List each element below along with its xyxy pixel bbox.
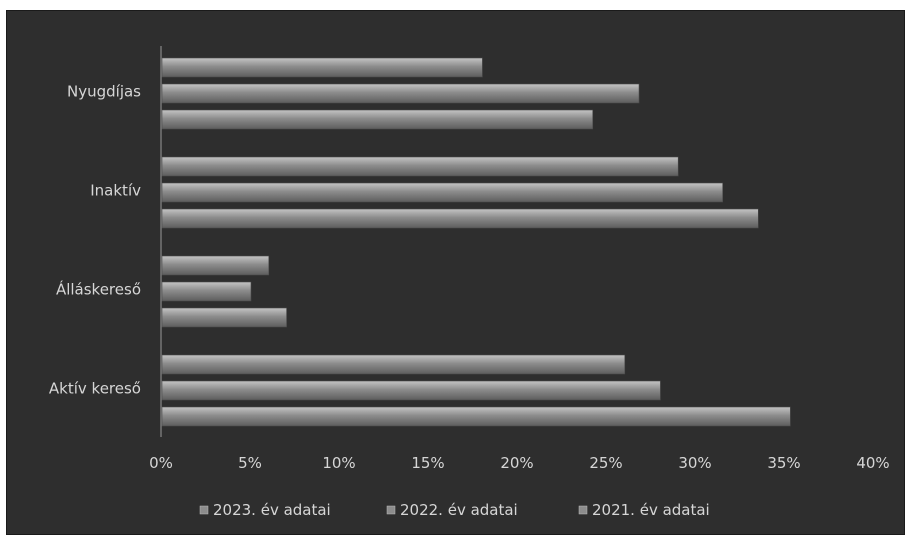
legend-label: 2023. év adatai	[213, 501, 331, 519]
category-labels: Aktív kereső Álláskereső Inaktív Nyugdíjas	[49, 83, 141, 398]
bar-nyugdíjas-series-3	[161, 109, 594, 130]
legend-swatch	[386, 505, 396, 515]
bar-álláskereső-series-1	[161, 255, 270, 276]
legend-swatch	[199, 505, 209, 515]
x-tick-label: 0%	[149, 454, 173, 472]
x-tick-label: 15%	[411, 454, 444, 472]
category-label: Álláskereső	[56, 280, 141, 299]
bar-álláskereső-series-2	[161, 281, 252, 302]
category-label: Nyugdíjas	[67, 83, 141, 101]
x-tick-labels: 0% 5% 10% 15% 20% 25% 30% 35% 40%	[149, 454, 890, 472]
bar-inaktív-series-2	[161, 182, 724, 203]
x-tick-label: 40%	[856, 454, 889, 472]
category-label: Inaktív	[90, 182, 141, 200]
bar-nyugdíjas-series-1	[161, 57, 483, 78]
x-tick-label: 25%	[589, 454, 622, 472]
bars-layer	[161, 57, 791, 427]
bar-chart: Aktív keresőÁlláskeresőInaktívNyugdíjas …	[49, 46, 890, 519]
x-tick-label: 5%	[238, 454, 262, 472]
legend-swatch	[578, 505, 588, 515]
bar-aktív-kereső-series-3	[161, 406, 791, 427]
category-label: Aktív kereső	[49, 380, 141, 398]
legend-label: 2022. év adatai	[400, 501, 518, 519]
x-tick-label: 35%	[767, 454, 800, 472]
x-tick-label: 20%	[500, 454, 533, 472]
legend: 2023. év adatai 2022. év adatai 2021. év a…	[199, 501, 710, 519]
bar-inaktív-series-3	[161, 208, 759, 229]
bar-aktív-kereső-series-2	[161, 380, 661, 401]
legend-label: 2021. év adatai	[592, 501, 710, 519]
chart-frame: Aktív kereső Álláskereső Inaktív Nyugdíjas …	[6, 10, 905, 535]
bar-nyugdíjas-series-2	[161, 83, 640, 104]
x-tick-label: 30%	[678, 454, 711, 472]
x-tick-label: 10%	[322, 454, 355, 472]
bar-inaktív-series-1	[161, 156, 679, 177]
bar-aktív-kereső-series-1	[161, 354, 626, 375]
bar-álláskereső-series-3	[161, 307, 287, 328]
